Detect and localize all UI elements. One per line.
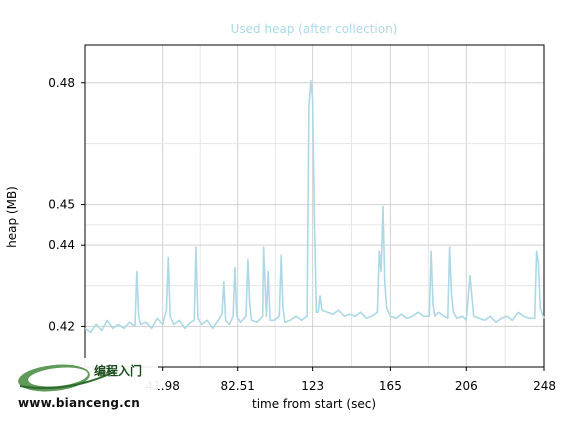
x-tick-label: 206 xyxy=(455,379,478,393)
watermark-chinese-text: 编程入门 xyxy=(94,364,143,378)
heap-series-line xyxy=(84,79,545,334)
watermark-swoosh-icon xyxy=(18,364,115,392)
x-ticks: 41.98 82.51 123 165 206 248 xyxy=(146,367,556,393)
x-tick-label: 123 xyxy=(301,379,324,393)
chart-title: Used heap (after collection) xyxy=(231,22,398,36)
plot-frame xyxy=(84,44,545,368)
x-tick-label: 165 xyxy=(379,379,402,393)
y-ticks: 0.42 0.44 0.45 0.48 xyxy=(48,76,85,333)
watermark-url-text: www.bianceng.cn xyxy=(18,396,140,410)
watermark-logo: 编程入门 www.bianceng.cn xyxy=(6,358,158,418)
y-tick-label: 0.48 xyxy=(48,76,75,90)
y-tick-label: 0.45 xyxy=(48,198,75,212)
series-layer xyxy=(84,79,545,334)
y-tick-label: 0.44 xyxy=(48,238,75,252)
y-axis-label: heap (MB) xyxy=(5,186,19,248)
x-axis-label: time from start (sec) xyxy=(252,397,376,411)
y-tick-label: 0.42 xyxy=(48,319,75,333)
x-tick-label: 248 xyxy=(533,379,556,393)
x-tick-label: 82.51 xyxy=(221,379,255,393)
